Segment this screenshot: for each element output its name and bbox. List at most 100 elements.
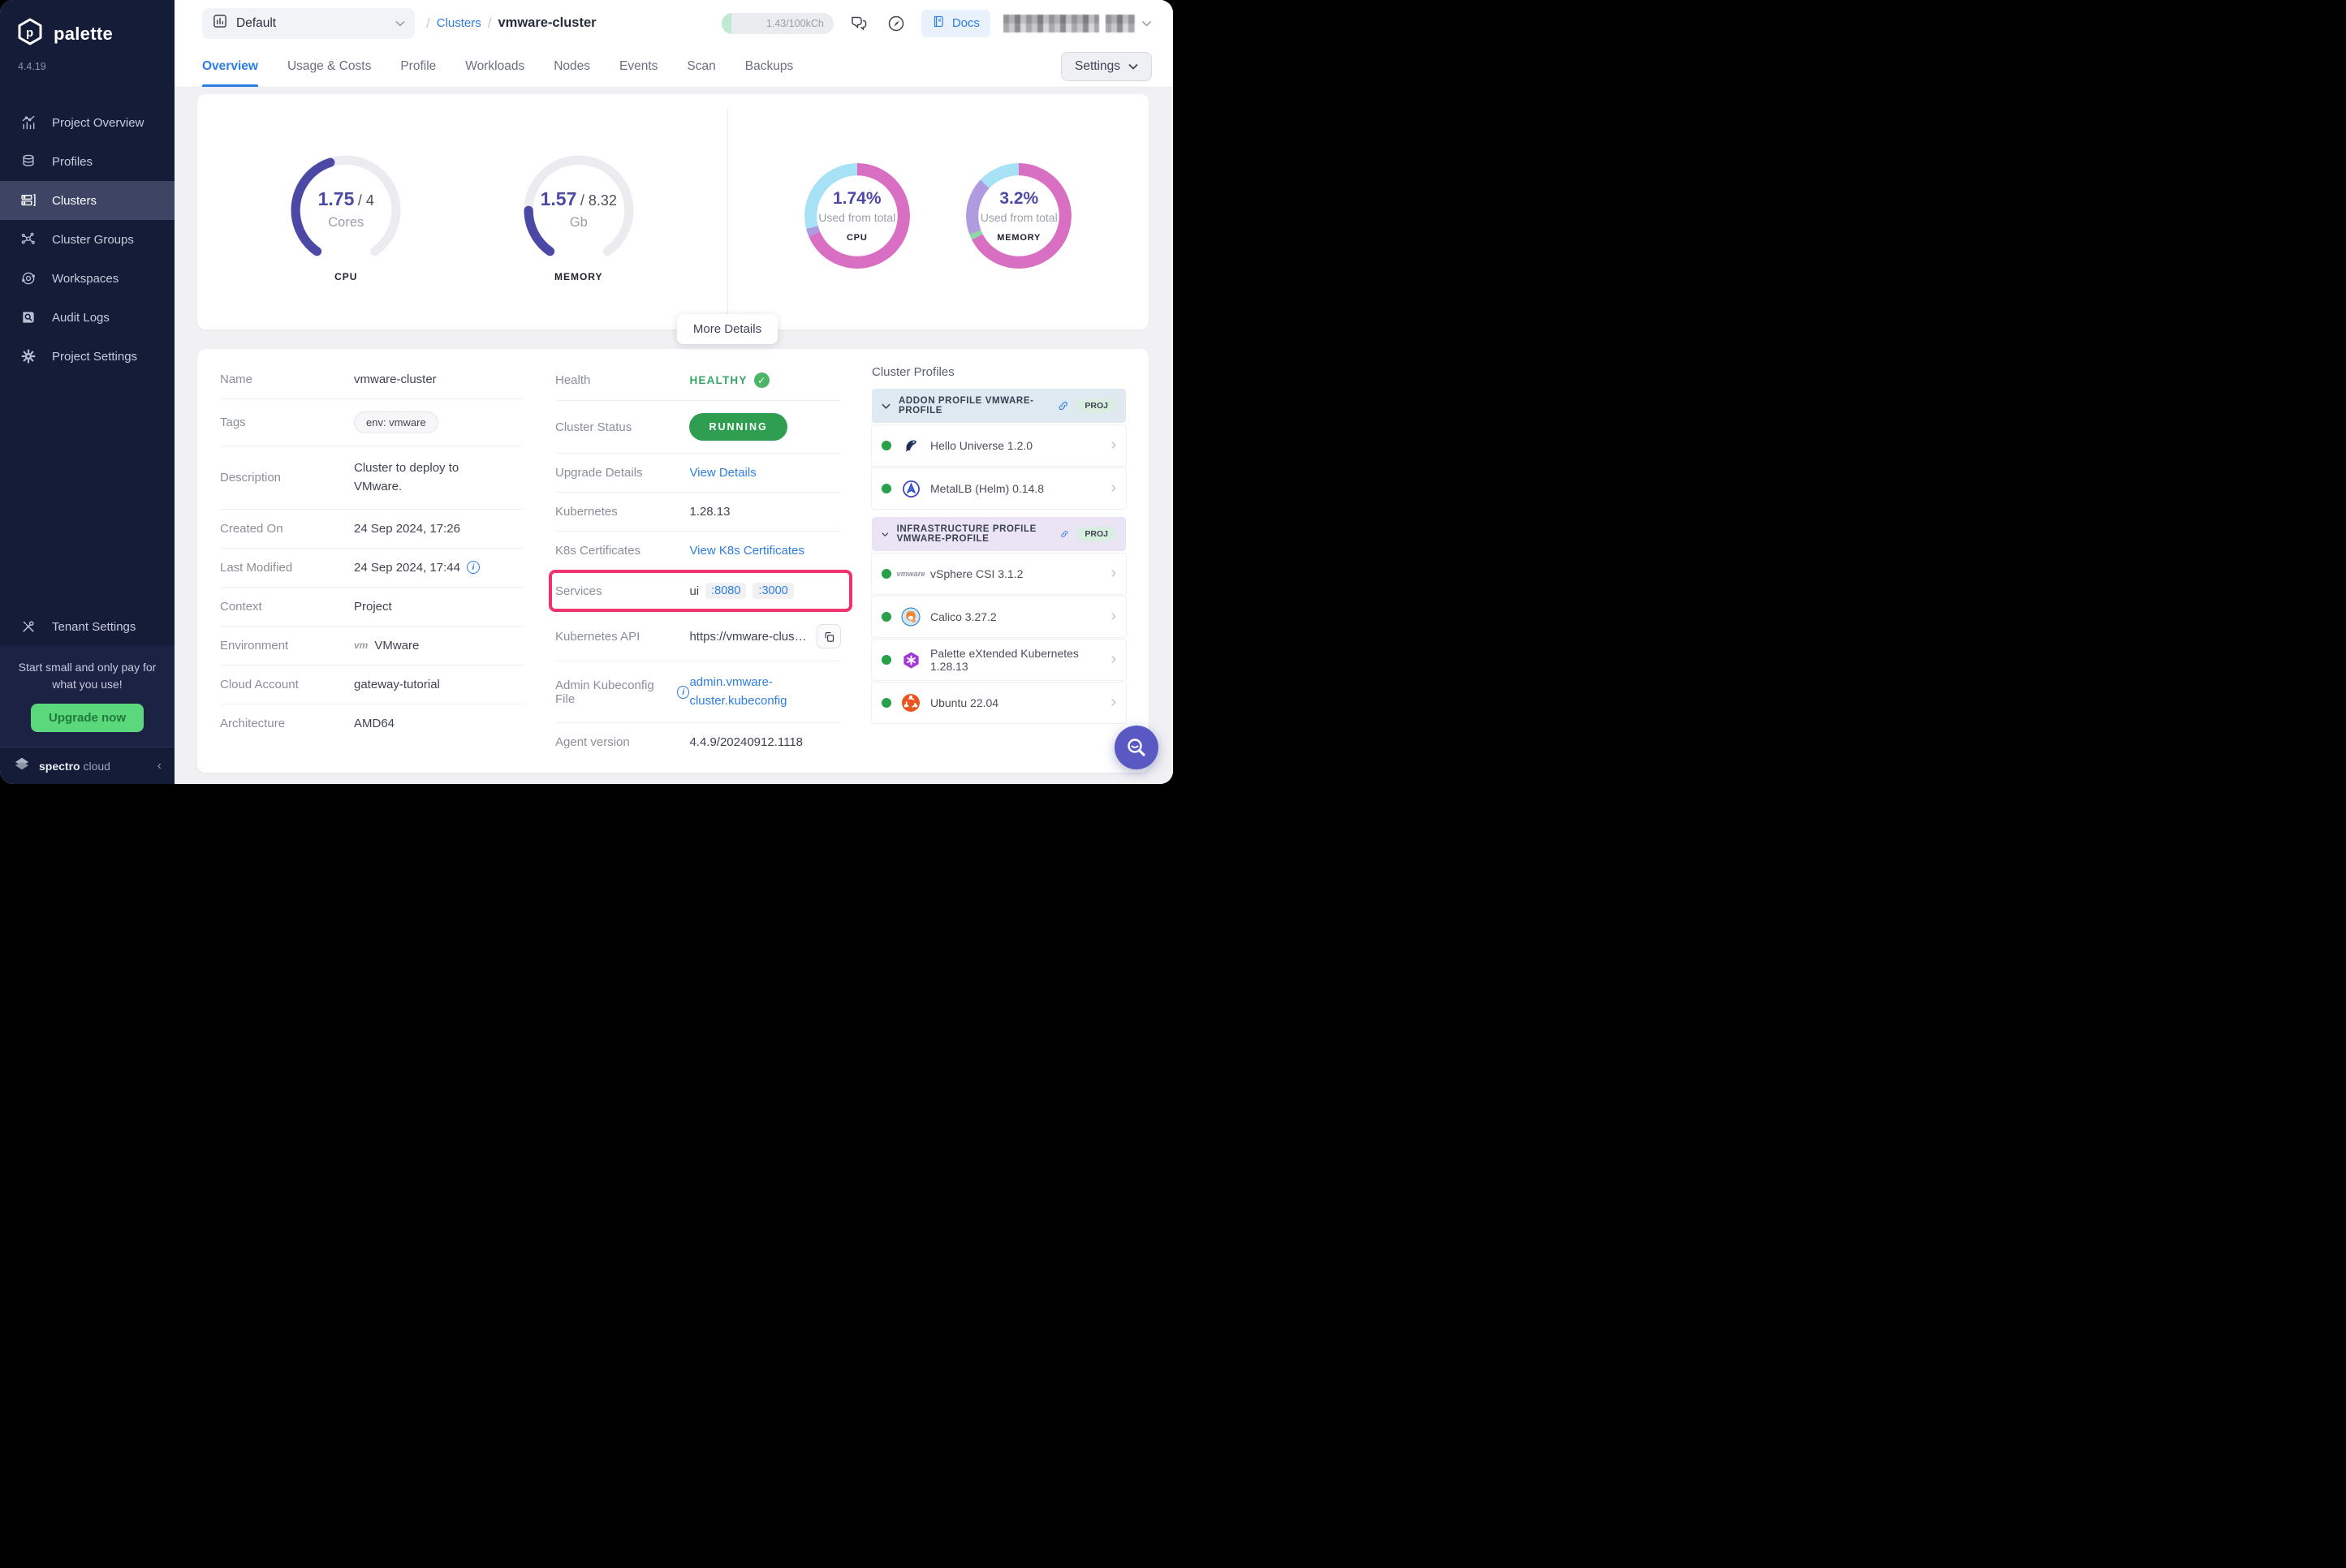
profile-item-hello-universe[interactable]: Hello Universe 1.2.0 ›	[872, 425, 1126, 466]
cpu-total-value: / 4	[358, 192, 374, 209]
info-icon[interactable]: i	[467, 561, 480, 574]
pxk-icon	[900, 649, 921, 670]
view-k8s-certificates-link[interactable]: View K8s Certificates	[689, 544, 804, 558]
tab-usage-costs[interactable]: Usage & Costs	[287, 46, 371, 87]
tools-icon	[19, 618, 37, 635]
chevron-down-icon	[882, 403, 891, 410]
kubeconfig-download-link[interactable]: admin.vmware-cluster.kubeconfig	[689, 674, 819, 710]
infrastructure-profile-header[interactable]: INFRASTRUCTURE PROFILE VMWARE-PROFILE PR…	[872, 517, 1126, 551]
cpu-donut-label: CPU	[847, 233, 868, 243]
cpu-donut: 1.74% Used from total CPU	[804, 163, 910, 269]
network-icon	[19, 230, 37, 248]
memory-unit: Gb	[514, 215, 644, 230]
sidebar-item-cluster-groups[interactable]: Cluster Groups	[0, 220, 175, 259]
profile-item-calico[interactable]: Calico 3.27.2 ›	[872, 597, 1126, 637]
link-icon	[1058, 399, 1068, 412]
profile-item-metallb[interactable]: MetalLB (Helm) 0.14.8 ›	[872, 468, 1126, 509]
memory-donut: 3.2% Used from total MEMORY	[966, 163, 1072, 269]
proj-badge: PROJ	[1076, 398, 1116, 413]
settings-button[interactable]: Settings	[1061, 52, 1152, 81]
footer-brand: spectro cloud	[39, 760, 110, 773]
docs-button[interactable]: Docs	[921, 10, 990, 37]
breadcrumb-separator: /	[426, 15, 430, 32]
more-details-button[interactable]: More Details	[677, 314, 778, 344]
sidebar-item-audit-logs[interactable]: Audit Logs	[0, 298, 175, 337]
detail-row-description: Description Cluster to deploy to VMware.	[220, 446, 524, 510]
check-circle-icon: ✓	[754, 373, 770, 388]
doc-search-icon	[19, 308, 37, 326]
tab-events[interactable]: Events	[619, 46, 658, 87]
upgrade-now-button[interactable]: Upgrade now	[31, 704, 144, 732]
sidebar-footer: spectro cloud ‹	[0, 747, 175, 784]
sidebar-item-label: Tenant Settings	[52, 620, 136, 634]
addon-profile-header[interactable]: ADDON PROFILE VMWARE-PROFILE PROJ	[872, 389, 1126, 423]
detail-row-architecture: Architecture AMD64	[220, 704, 524, 743]
account-menu[interactable]	[1003, 15, 1152, 32]
sidebar-item-project-overview[interactable]: Project Overview	[0, 103, 175, 142]
hello-universe-icon	[900, 435, 921, 456]
health-status: HEALTHY	[689, 374, 747, 386]
link-icon	[1060, 528, 1069, 541]
chevron-right-icon: ›	[1110, 608, 1116, 627]
tab-backups[interactable]: Backups	[745, 46, 793, 87]
cpu-used-value: 1.75	[318, 188, 355, 209]
chevron-right-icon: ›	[1110, 437, 1116, 455]
view-details-link[interactable]: View Details	[689, 466, 756, 480]
tab-scan[interactable]: Scan	[687, 46, 715, 87]
detail-row-cloud-account: Cloud Account gateway-tutorial	[220, 666, 524, 704]
chat-icon[interactable]	[847, 11, 871, 36]
metrics-card: 1.75 / 4 Cores CPU 1.57 / 8.32 Gb	[197, 94, 1149, 330]
book-icon	[932, 15, 946, 32]
status-dot	[882, 441, 891, 450]
sidebar-item-project-settings[interactable]: Project Settings	[0, 337, 175, 376]
palette-logo-icon: p	[16, 18, 44, 50]
app-version: 4.4.19	[0, 53, 175, 72]
brand-name: palette	[54, 24, 113, 45]
memory-total-value: / 8.32	[580, 192, 617, 209]
search-fab-button[interactable]	[1115, 726, 1158, 769]
svg-text:p: p	[26, 26, 33, 40]
tab-workloads[interactable]: Workloads	[465, 46, 524, 87]
addon-profile-group: ADDON PROFILE VMWARE-PROFILE PROJ Hello …	[872, 389, 1126, 509]
detail-row-upgrade-details: Upgrade Details View Details	[555, 454, 841, 493]
project-selector[interactable]: Default	[202, 8, 415, 39]
docs-label: Docs	[952, 16, 980, 30]
collapse-sidebar-icon[interactable]: ‹	[157, 759, 162, 773]
sidebar-nav: Project Overview Profiles Clusters Clust…	[0, 103, 175, 376]
tab-overview[interactable]: Overview	[202, 46, 258, 87]
cluster-profiles-column: Cluster Profiles ADDON PROFILE VMWARE-PR…	[872, 360, 1126, 773]
breadcrumb: / Clusters / vmware-cluster	[426, 15, 597, 32]
sidebar-item-tenant-settings[interactable]: Tenant Settings	[0, 607, 175, 646]
info-icon[interactable]: i	[677, 686, 689, 699]
sidebar-item-clusters[interactable]: Clusters	[0, 181, 175, 220]
profile-item-ubuntu[interactable]: Ubuntu 22.04 ›	[872, 683, 1126, 723]
usage-meter: 1.43/100kCh	[722, 13, 834, 34]
running-status-badge: RUNNING	[689, 413, 787, 441]
service-port-8080-link[interactable]: :8080	[705, 583, 746, 599]
sidebar-item-profiles[interactable]: Profiles	[0, 142, 175, 181]
compass-icon[interactable]	[884, 11, 908, 36]
vmware-icon: vmware	[900, 563, 921, 584]
tab-profile[interactable]: Profile	[400, 46, 436, 87]
profile-item-palette-extended-kubernetes[interactable]: Palette eXtended Kubernetes 1.28.13 ›	[872, 640, 1126, 680]
sidebar: p palette 4.4.19 Project Overview Profil…	[0, 0, 175, 784]
detail-row-admin-kubeconfig: Admin Kubeconfig Filei admin.vmware-clus…	[555, 661, 841, 723]
usage-label: 1.43/100kCh	[766, 18, 824, 29]
orbit-icon	[19, 269, 37, 287]
topbar: Default / Clusters / vmware-cluster 1.43…	[175, 0, 1173, 46]
tab-nodes[interactable]: Nodes	[554, 46, 590, 87]
sidebar-item-workspaces[interactable]: Workspaces	[0, 259, 175, 298]
memory-percent-caption: Used from total	[981, 211, 1058, 224]
profile-item-vsphere-csi[interactable]: vmware vSphere CSI 3.1.2 ›	[872, 554, 1126, 594]
chevron-down-icon	[395, 16, 405, 31]
upgrade-banner: Start small and only pay for what you us…	[0, 646, 175, 747]
memory-percent: 3.2%	[999, 189, 1038, 209]
breadcrumb-clusters-link[interactable]: Clusters	[437, 16, 481, 30]
copy-icon[interactable]	[817, 624, 841, 648]
service-port-3000-link[interactable]: :3000	[753, 583, 793, 599]
sidebar-item-label: Cluster Groups	[52, 233, 134, 247]
cpu-gauge-label: CPU	[281, 271, 411, 282]
tag-chip[interactable]: env: vmware	[354, 411, 438, 433]
detail-row-name: Name vmware-cluster	[220, 360, 524, 399]
detail-row-environment: Environment vmVMware	[220, 627, 524, 666]
